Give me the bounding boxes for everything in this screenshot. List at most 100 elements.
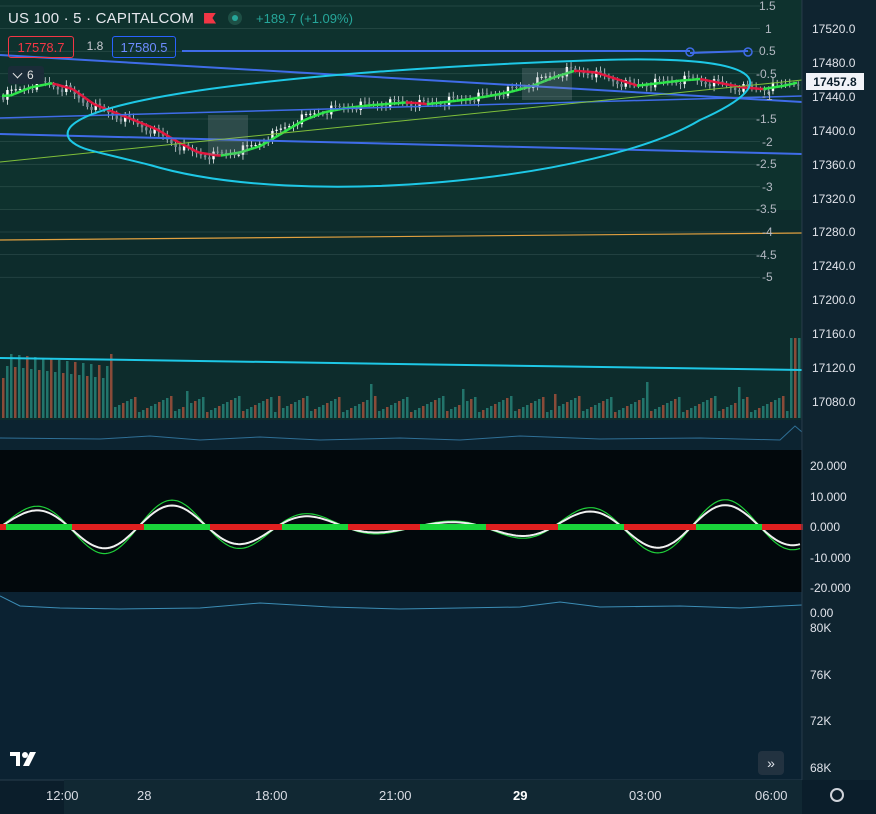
candle-body xyxy=(750,85,754,88)
volume-bar xyxy=(226,402,229,418)
volume-bar xyxy=(230,400,233,418)
candle-body xyxy=(675,82,678,84)
trend-ma-segment xyxy=(18,89,24,94)
volume-bar xyxy=(366,400,369,418)
trend-ma-segment xyxy=(64,85,70,90)
volume-bar xyxy=(38,370,41,418)
volume-bar xyxy=(658,407,661,418)
trend-ma-segment xyxy=(649,82,655,86)
volume-bar xyxy=(718,411,721,418)
volume-bar xyxy=(170,396,173,418)
volume-bar xyxy=(734,403,737,418)
trend-ma-segment xyxy=(321,110,327,115)
candle-body xyxy=(658,78,661,80)
osc-zero-dot xyxy=(276,524,282,530)
candle-body xyxy=(325,113,329,115)
volume-bar xyxy=(646,382,649,418)
chart-header: US 100 · 5 · CAPITALCOM +189.7 (+1.09%) xyxy=(0,0,802,36)
osc-zero-dot xyxy=(156,524,162,530)
osc-zero-dot xyxy=(480,524,486,530)
indicator-count: 6 xyxy=(27,68,34,82)
osc-zero-dot xyxy=(132,524,138,530)
osc-zero-dot xyxy=(594,524,600,530)
volume-bar xyxy=(470,399,473,418)
volume-bar xyxy=(506,398,509,418)
volume-bar xyxy=(298,400,301,418)
volume-bar xyxy=(106,366,109,418)
trend-ma-segment xyxy=(300,118,306,124)
volume-bar xyxy=(282,408,285,418)
lower-zero-label: 0.00 xyxy=(810,606,834,620)
trend-ma-segment xyxy=(85,97,92,103)
price-change: +189.7 (+1.09%) xyxy=(256,10,353,26)
fib-grid-lines xyxy=(0,5,760,278)
trend-ma-segment xyxy=(31,85,36,89)
candle-body xyxy=(468,100,472,102)
market-status-icon[interactable] xyxy=(228,11,243,25)
trend-ma-segment xyxy=(662,81,667,84)
candle-body xyxy=(574,68,577,70)
volume-bar xyxy=(362,402,365,418)
trendline-handle xyxy=(685,47,695,57)
osc-zero-dot xyxy=(672,524,678,530)
price-tick-label: 17080.0 xyxy=(812,394,856,409)
price-tick-label: 17320.0 xyxy=(812,191,856,206)
osc-zero-dot xyxy=(420,524,426,530)
volume-bar xyxy=(798,338,801,418)
buy-price-button[interactable]: 17580.5 xyxy=(112,36,176,58)
trend-ma-segment xyxy=(506,90,512,94)
osc-zero-dot xyxy=(372,524,378,530)
price-axis[interactable] xyxy=(803,0,876,780)
candle-body xyxy=(569,67,573,69)
volume-bar xyxy=(74,362,77,418)
volume-bar xyxy=(466,401,469,418)
trend-ma-segment xyxy=(43,82,49,86)
volume-bar xyxy=(162,400,165,418)
fib-level-label: -3.5 xyxy=(756,202,777,217)
volume-bar xyxy=(334,399,337,418)
fib-level-label: -1 xyxy=(762,89,773,104)
volume-bar xyxy=(18,355,21,418)
osc-zero-dot xyxy=(426,524,432,530)
fib-level-label: 1 xyxy=(765,21,772,36)
osc-zero-dot xyxy=(216,524,222,530)
flag-icon[interactable] xyxy=(204,12,217,24)
osc-zero-dot xyxy=(378,524,384,530)
volume-bar xyxy=(562,404,565,418)
trend-ma-segment xyxy=(173,138,180,144)
osc-zero-dot xyxy=(60,524,66,530)
price-tick-label: 17160.0 xyxy=(812,327,856,342)
trend-ma-segment xyxy=(26,86,32,91)
trend-ma-segment xyxy=(607,75,613,79)
volume-bar xyxy=(78,375,81,418)
osc-zero-dot xyxy=(696,524,702,530)
volume-bar xyxy=(254,405,257,418)
indicators-collapse-button[interactable]: 6 xyxy=(8,66,44,84)
volume-bar xyxy=(238,396,241,418)
volume-bar xyxy=(602,401,605,418)
trend-ma-segment xyxy=(443,100,449,104)
trend-ma-segment xyxy=(619,79,625,83)
sell-price-button[interactable]: 17578.7 xyxy=(8,36,74,58)
settings-gear-icon[interactable] xyxy=(830,788,844,802)
candle-body xyxy=(481,92,484,94)
trend-ma-segment xyxy=(127,116,133,121)
candle-body xyxy=(645,85,648,87)
candle-body xyxy=(704,81,707,85)
osc-zero-dot xyxy=(756,524,762,530)
trend-ma-segment xyxy=(489,93,495,98)
candle-body xyxy=(31,89,34,91)
symbol-title[interactable]: US 100 · 5 · CAPITALCOM xyxy=(8,9,195,27)
trend-ma-segment xyxy=(334,108,339,112)
candle-body xyxy=(548,76,552,78)
drawn-ellipse xyxy=(66,58,751,188)
trend-ma-segment xyxy=(165,133,171,139)
fib-level-label: -5 xyxy=(762,270,773,285)
candle-body xyxy=(452,96,455,98)
trend-ma-segment xyxy=(712,80,718,84)
osc-zero-dot xyxy=(444,524,450,530)
scroll-to-realtime-button[interactable]: » xyxy=(758,751,784,775)
time-axis[interactable] xyxy=(64,780,802,814)
volume-bar xyxy=(462,389,465,418)
